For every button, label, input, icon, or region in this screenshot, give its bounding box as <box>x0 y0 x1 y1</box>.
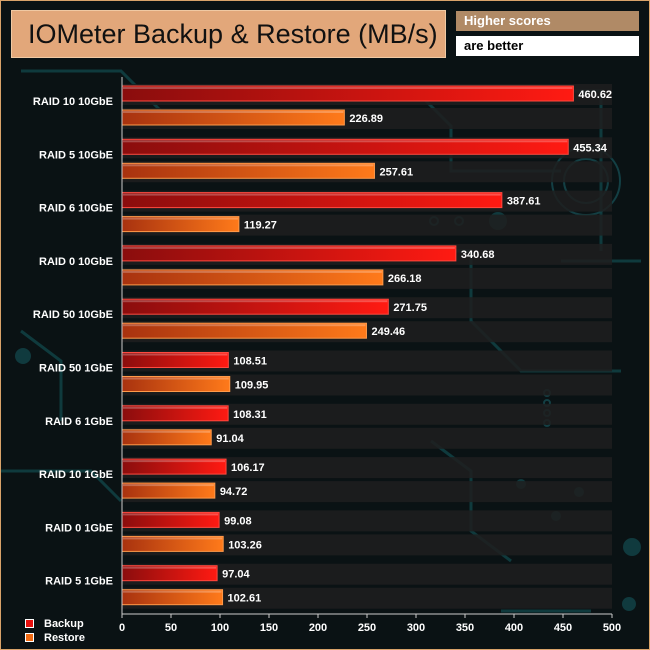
x-tick-label: 500 <box>603 622 621 634</box>
bar-highlight <box>123 300 388 303</box>
category-label: RAID 10 1GbE <box>39 469 113 481</box>
category-label: RAID 5 1GbE <box>45 576 113 588</box>
bar-highlight <box>123 87 573 89</box>
value-label-backup: 340.68 <box>461 249 495 261</box>
value-label-backup: 387.61 <box>507 196 541 208</box>
x-tick-label: 350 <box>456 622 474 634</box>
row-band-backup <box>122 563 612 585</box>
bar-highlight <box>123 140 568 143</box>
x-tick-label: 100 <box>211 622 229 634</box>
legend-backup: Backup <box>25 618 84 630</box>
category-label: RAID 6 1GbE <box>45 416 113 428</box>
value-label-restore: 94.72 <box>220 486 248 498</box>
row-band-restore <box>122 587 612 609</box>
bar-highlight <box>123 353 228 356</box>
are-better-note: are better <box>456 36 639 56</box>
value-label-restore: 226.89 <box>349 113 383 125</box>
chart-title-box: IOMeter Backup & Restore (MB/s) <box>11 10 446 58</box>
row-band-restore <box>122 481 612 503</box>
category-label: RAID 0 1GbE <box>45 522 113 534</box>
category-label: RAID 6 10GbE <box>39 203 113 215</box>
higher-scores-note: Higher scores <box>456 11 639 31</box>
x-tick-label: 300 <box>407 622 425 634</box>
value-label-restore: 266.18 <box>388 273 422 285</box>
chart-title: IOMeter Backup & Restore (MB/s) <box>28 19 438 49</box>
bar-highlight <box>123 484 214 487</box>
bar-highlight <box>123 566 217 569</box>
value-label-backup: 455.34 <box>573 142 608 154</box>
x-tick-label: 450 <box>554 622 572 634</box>
value-label-restore: 119.27 <box>244 220 277 232</box>
x-tick-label: 200 <box>309 622 327 634</box>
bar-highlight <box>123 193 501 196</box>
bar-highlight <box>123 513 219 516</box>
value-label-restore: 91.04 <box>216 433 244 445</box>
legend-restore-label: Restore <box>44 632 85 644</box>
value-label-backup: 108.31 <box>233 409 267 421</box>
bar-highlight <box>123 460 226 463</box>
value-label-restore: 109.95 <box>235 380 269 392</box>
category-label: RAID 50 10GbE <box>33 309 113 321</box>
bar-highlight <box>123 590 222 593</box>
x-tick-label: 0 <box>119 622 125 634</box>
row-band-restore <box>122 534 612 556</box>
bar-highlight <box>123 217 238 220</box>
value-label-backup: 99.08 <box>224 515 252 527</box>
x-tick-label: 250 <box>358 622 376 634</box>
row-band-backup <box>122 350 612 372</box>
legend-restore: Restore <box>25 632 85 644</box>
x-tick-label: 50 <box>165 622 177 634</box>
x-tick-label: 400 <box>505 622 523 634</box>
value-label-backup: 97.04 <box>222 569 250 581</box>
row-band-backup <box>122 510 612 532</box>
value-label-restore: 103.26 <box>228 539 262 551</box>
value-label-backup: 460.62 <box>578 89 612 101</box>
bar-highlight <box>123 430 211 433</box>
legend-restore-swatch <box>25 633 34 642</box>
bar-highlight <box>123 537 223 540</box>
legend-backup-label: Backup <box>44 618 84 630</box>
value-label-restore: 102.61 <box>228 593 262 605</box>
value-label-backup: 108.51 <box>233 356 267 368</box>
legend-backup-swatch <box>25 619 34 628</box>
row-band-restore <box>122 214 612 236</box>
row-band-backup <box>122 457 612 479</box>
row-band-backup <box>122 403 612 425</box>
x-tick-label: 150 <box>260 622 278 634</box>
bar-highlight <box>123 406 228 409</box>
value-label-backup: 106.17 <box>231 462 265 474</box>
category-label: RAID 10 10GbE <box>33 96 113 108</box>
bar-highlight <box>123 377 229 380</box>
value-label-restore: 249.46 <box>371 326 405 338</box>
bar-highlight <box>123 164 374 167</box>
value-label-backup: 271.75 <box>393 302 427 314</box>
bar-highlight <box>123 324 366 327</box>
bar-highlight <box>123 111 344 113</box>
category-label: RAID 5 10GbE <box>39 149 113 161</box>
category-label: RAID 0 10GbE <box>39 256 113 268</box>
row-band-restore <box>122 374 612 396</box>
row-band-restore <box>122 427 612 449</box>
category-label: RAID 50 1GbE <box>39 363 113 375</box>
bar-highlight <box>123 270 382 273</box>
bar-highlight <box>123 246 455 249</box>
value-label-restore: 257.61 <box>379 166 413 178</box>
